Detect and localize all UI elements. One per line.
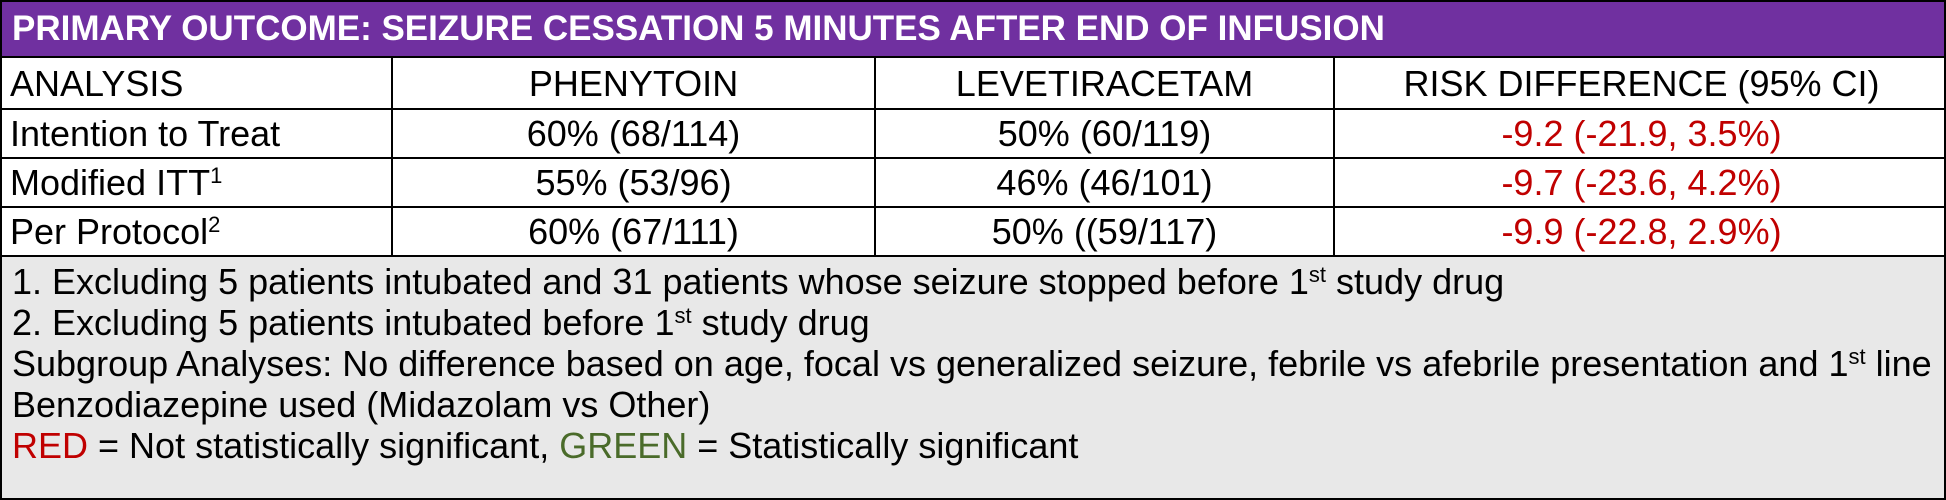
row-label: Intention to Treat xyxy=(2,108,393,159)
ordinal-suffix: st xyxy=(674,303,692,328)
legend-key: GREEN xyxy=(559,425,688,466)
legend-key: RED xyxy=(12,425,89,466)
column-header: ANALYSIS xyxy=(2,58,393,110)
label-text: Per Protocol xyxy=(10,211,209,252)
results-table: ANALYSIS PHENYTOIN LEVETIRACETAM RISK DI… xyxy=(2,58,1946,257)
note-text: 2. Excluding 5 patients intubated before… xyxy=(12,302,675,343)
column-header: PHENYTOIN xyxy=(391,58,876,110)
note-text: study drug xyxy=(1326,261,1505,302)
ordinal-suffix: st xyxy=(1848,344,1866,369)
column-header: LEVETIRACETAM xyxy=(874,58,1335,110)
row-label: Per Protocol2 xyxy=(2,206,393,257)
legend-text: = Statistically significant xyxy=(687,425,1079,466)
data-row: Intention to Treat 60% (68/114) 50% (60/11… xyxy=(2,108,1946,159)
title: PRIMARY OUTCOME: SEIZURE CESSATION 5 MIN… xyxy=(2,2,1944,58)
cell-value: 60% (67/111) xyxy=(391,206,876,257)
risk-difference: -9.7 (-23.6, 4.2%) xyxy=(1333,157,1946,208)
label-text: Modified ITT xyxy=(10,162,211,203)
note-text: line Benzodiazepine used (Midazolam vs O… xyxy=(12,343,1932,425)
note-text: study drug xyxy=(691,302,870,343)
column-header: RISK DIFFERENCE (95% CI) xyxy=(1333,58,1946,110)
row-label: Modified ITT1 xyxy=(2,157,393,208)
note-line: Subgroup Analyses: No difference based o… xyxy=(12,343,1934,425)
cell-value: 60% (68/114) xyxy=(391,108,876,159)
legend-text: = Not statistically significant, xyxy=(88,425,560,466)
note-text: 1. Excluding 5 patients intubated and 31… xyxy=(12,261,1309,302)
cell-value: 50% (60/119) xyxy=(874,108,1335,159)
notes: 1. Excluding 5 patients intubated and 31… xyxy=(2,257,1944,498)
data-row: Modified ITT1 55% (53/96) 46% (46/101) -9.7… xyxy=(2,157,1946,208)
footnote-ref: 2 xyxy=(208,212,221,237)
cell-value: 50% ((59/117) xyxy=(874,206,1335,257)
cell-value: 46% (46/101) xyxy=(874,157,1335,208)
note-line: 1. Excluding 5 patients intubated and 31… xyxy=(12,261,1934,302)
header-row: ANALYSIS PHENYTOIN LEVETIRACETAM RISK DI… xyxy=(2,58,1946,110)
ordinal-suffix: st xyxy=(1308,262,1327,287)
note-line: 2. Excluding 5 patients intubated before… xyxy=(12,302,1934,343)
note-text: Subgroup Analyses: No difference based o… xyxy=(12,343,1849,384)
risk-difference: -9.2 (-21.9, 3.5%) xyxy=(1333,108,1946,159)
risk-difference: -9.9 (-22.8, 2.9%) xyxy=(1333,206,1946,257)
color-legend: RED = Not statistically significant, GRE… xyxy=(12,425,1934,466)
table-body: ANALYSIS PHENYTOIN LEVETIRACETAM RISK DI… xyxy=(2,58,1946,257)
label-text: Intention to Treat xyxy=(10,113,281,154)
footnote-ref: 1 xyxy=(210,163,223,188)
cell-value: 55% (53/96) xyxy=(391,157,876,208)
data-row: Per Protocol2 60% (67/111) 50% ((59/117) -9… xyxy=(2,206,1946,257)
